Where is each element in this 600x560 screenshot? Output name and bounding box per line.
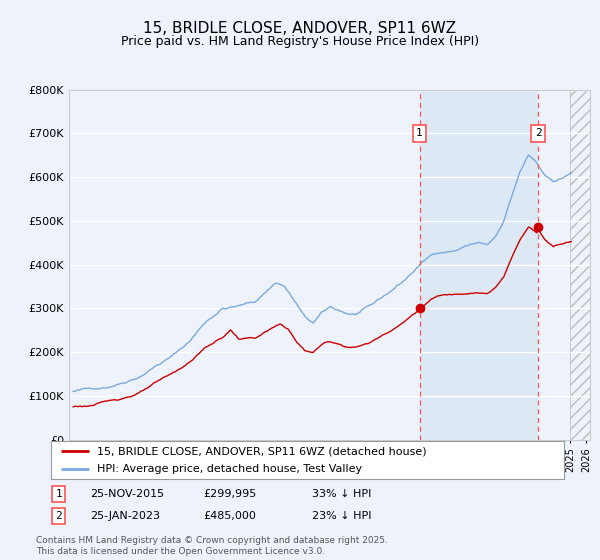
Text: 15, BRIDLE CLOSE, ANDOVER, SP11 6WZ (detached house): 15, BRIDLE CLOSE, ANDOVER, SP11 6WZ (det…: [97, 446, 427, 456]
Text: 1: 1: [416, 128, 423, 138]
Text: Price paid vs. HM Land Registry's House Price Index (HPI): Price paid vs. HM Land Registry's House …: [121, 35, 479, 48]
Text: 25-JAN-2023: 25-JAN-2023: [90, 511, 160, 521]
Text: 33% ↓ HPI: 33% ↓ HPI: [312, 489, 371, 499]
Text: 2: 2: [55, 511, 62, 521]
Text: £299,995: £299,995: [203, 489, 256, 499]
Bar: [419, 90, 538, 440]
Text: 25-NOV-2015: 25-NOV-2015: [90, 489, 164, 499]
Text: 23% ↓ HPI: 23% ↓ HPI: [312, 511, 371, 521]
Text: HPI: Average price, detached house, Test Valley: HPI: Average price, detached house, Test…: [97, 464, 362, 474]
Text: 15, BRIDLE CLOSE, ANDOVER, SP11 6WZ: 15, BRIDLE CLOSE, ANDOVER, SP11 6WZ: [143, 21, 457, 36]
Text: 1: 1: [55, 489, 62, 499]
Text: £485,000: £485,000: [203, 511, 256, 521]
Text: 2: 2: [535, 128, 542, 138]
Text: Contains HM Land Registry data © Crown copyright and database right 2025.
This d: Contains HM Land Registry data © Crown c…: [36, 536, 388, 556]
Bar: [570, 90, 590, 440]
